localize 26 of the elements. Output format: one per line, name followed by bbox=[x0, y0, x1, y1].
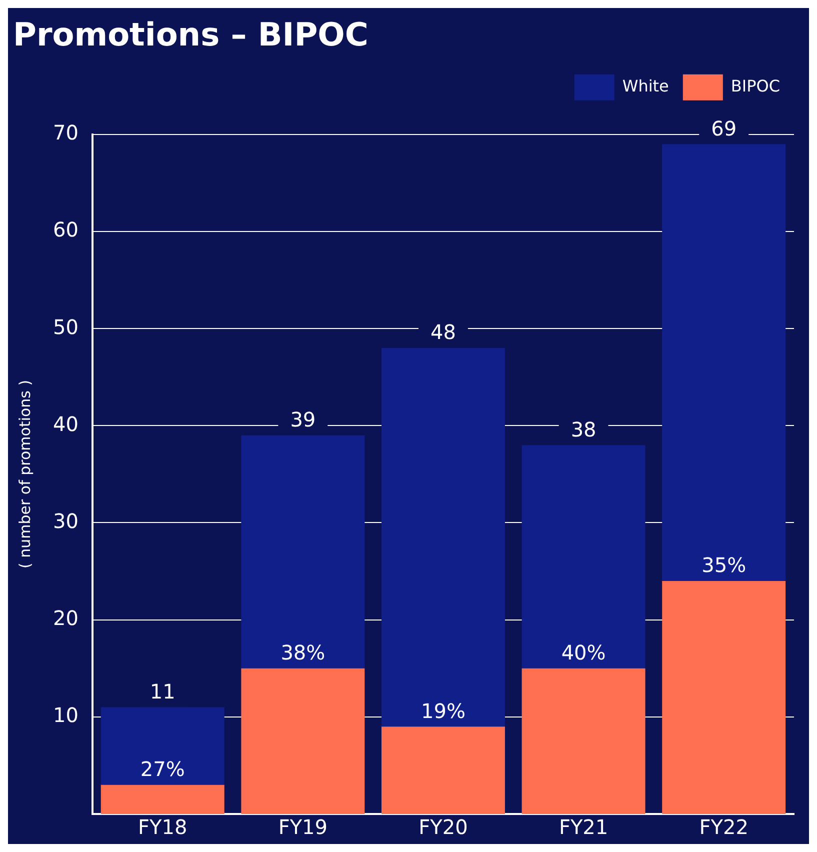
y-tick-label: 20 bbox=[52, 606, 78, 630]
annotation: 27% bbox=[140, 757, 185, 782]
legend-label: BIPOC bbox=[730, 76, 780, 96]
annotation: 40% bbox=[561, 640, 606, 665]
y-tick-label: 60 bbox=[52, 218, 78, 242]
x-tick-label: FY18 bbox=[138, 815, 188, 840]
y-tick-label: 10 bbox=[52, 703, 78, 728]
x-tick-label: FY19 bbox=[278, 815, 328, 840]
y-tick-label: 30 bbox=[52, 508, 78, 533]
legend-label: White bbox=[622, 76, 669, 96]
total-label: 48 bbox=[430, 320, 456, 344]
annotation: 19% bbox=[421, 698, 466, 723]
y-tick-label: 40 bbox=[52, 412, 78, 436]
total-label: 11 bbox=[150, 679, 176, 704]
annotation: 38% bbox=[280, 640, 326, 665]
annotation: 35% bbox=[702, 553, 746, 578]
chart-title: Promotions – BIPOC bbox=[13, 16, 368, 54]
x-tick-label: FY22 bbox=[699, 815, 748, 840]
total-label: 39 bbox=[290, 408, 316, 432]
y-tick-label: 70 bbox=[52, 120, 78, 145]
y-axis-title: ( number of promotions ) bbox=[16, 380, 34, 569]
total-label: 38 bbox=[570, 417, 596, 442]
x-tick-label: FY21 bbox=[558, 815, 608, 840]
x-tick-label: FY20 bbox=[418, 815, 468, 840]
y-tick-label: 50 bbox=[52, 314, 78, 339]
total-label: 69 bbox=[711, 116, 737, 140]
